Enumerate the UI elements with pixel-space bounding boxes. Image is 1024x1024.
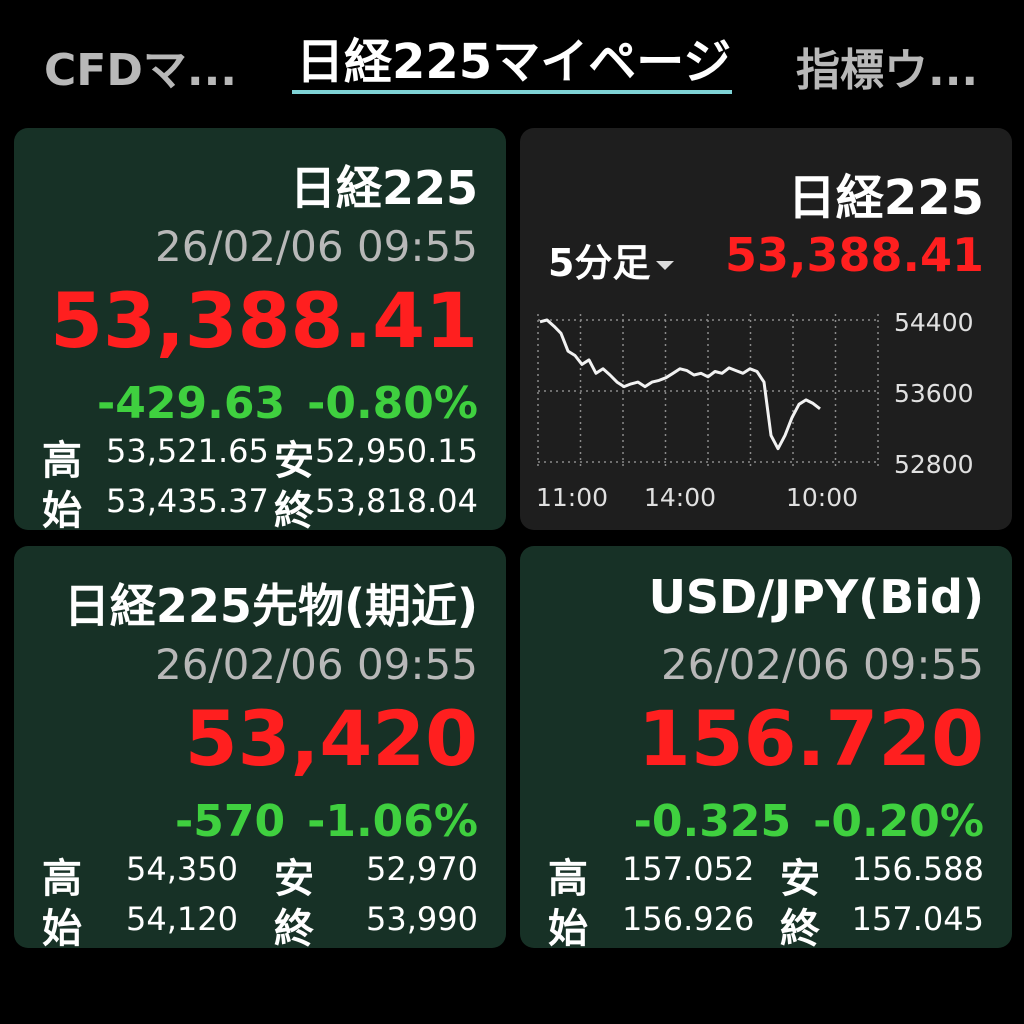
chevron-down-icon	[656, 261, 675, 270]
open-value: 156.926	[622, 900, 755, 938]
price-line-chart: 54400 53600 52800 11:00 14:00 10:00	[536, 308, 974, 512]
close-value: 53,818.04	[315, 482, 478, 520]
open-label: 始	[548, 906, 588, 948]
change-value: -570	[174, 796, 286, 840]
low-label: 安	[780, 856, 820, 902]
active-tab-indicator	[292, 90, 732, 94]
quote-price: 53,420	[184, 694, 478, 783]
x-tick-label: 14:00	[644, 483, 716, 512]
low-label: 安	[274, 438, 314, 484]
usdjpy-quote-card[interactable]: USD/JPY(Bid) 26/02/06 09:55 156.720 -0.3…	[520, 546, 1012, 948]
stats-row-open-close: 始 54,120 終 53,990	[42, 896, 478, 948]
stats-row-open-close: 始 53,435.37 終 53,818.04	[42, 478, 478, 530]
quote-price: 53,388.41	[50, 276, 478, 365]
close-value: 157.045	[851, 900, 984, 938]
quote-datetime: 26/02/06 09:55	[154, 222, 478, 271]
high-value: 54,350	[126, 850, 238, 888]
quote-change: -0.325 -0.20%	[612, 796, 984, 840]
nikkei225-quote-card[interactable]: 日経225 26/02/06 09:55 53,388.41 -429.63 -0…	[14, 128, 506, 530]
quote-change: -429.63 -0.80%	[75, 378, 478, 422]
stats-row-high-low: 高 54,350 安 52,970	[42, 844, 478, 902]
change-value: -0.325	[633, 796, 792, 840]
card-title: USD/JPY(Bid)	[648, 570, 984, 624]
chart-price: 53,388.41	[725, 228, 984, 282]
tab-cfd[interactable]: CFDマ...	[44, 45, 238, 96]
quote-change: -570 -1.06%	[153, 796, 478, 840]
card-title: 日経225	[787, 170, 984, 226]
low-value: 156.588	[851, 850, 984, 888]
open-label: 始	[42, 906, 82, 948]
change-value: -429.63	[97, 378, 286, 422]
price-series-line	[539, 318, 821, 451]
tab-nikkei225-mypage[interactable]: 日経225マイページ	[296, 34, 732, 90]
open-value: 54,120	[126, 900, 238, 938]
open-label: 始	[42, 488, 82, 530]
tab-bar: CFDマ... 日経225マイページ 指標ウ...	[0, 0, 1024, 110]
y-tick-label: 54400	[894, 308, 974, 337]
close-value: 53,990	[366, 900, 478, 938]
interval-selector[interactable]: 5分足	[548, 232, 675, 287]
change-percent: -0.80%	[307, 378, 478, 422]
quote-datetime: 26/02/06 09:55	[154, 640, 478, 689]
y-tick-label: 53600	[894, 379, 974, 408]
change-percent: -0.20%	[813, 796, 984, 840]
low-value: 52,970	[366, 850, 478, 888]
x-tick-label: 10:00	[786, 483, 858, 512]
high-label: 高	[42, 856, 82, 902]
change-percent: -1.06%	[307, 796, 478, 840]
stats-row-high-low: 高 157.052 安 156.588	[548, 844, 984, 902]
high-label: 高	[548, 856, 588, 902]
quote-stats: 高 53,521.65 安 52,950.15 始 53,435.37 終 53…	[42, 426, 478, 530]
close-label: 終	[274, 488, 314, 530]
y-tick-label: 52800	[894, 450, 974, 479]
nikkei225-chart-card[interactable]: 日経225 5分足 53,388.41 54400 53600 52800 11:00…	[520, 128, 1012, 530]
close-label: 終	[780, 906, 820, 948]
high-label: 高	[42, 438, 82, 484]
nikkei225-futures-card[interactable]: 日経225先物(期近) 26/02/06 09:55 53,420 -570 -1…	[14, 546, 506, 948]
card-title: 日経225	[289, 161, 478, 215]
quote-stats: 高 157.052 安 156.588 始 156.926 終 157.045	[548, 844, 984, 948]
low-label: 安	[274, 856, 314, 902]
low-value: 52,950.15	[315, 432, 478, 470]
card-title: 日経225先物(期近)	[63, 579, 478, 633]
open-value: 53,435.37	[106, 482, 269, 520]
tab-indicators[interactable]: 指標ウ...	[796, 45, 979, 96]
quote-stats: 高 54,350 安 52,970 始 54,120 終 53,990	[42, 844, 478, 948]
x-tick-label: 11:00	[536, 483, 608, 512]
stats-row-high-low: 高 53,521.65 安 52,950.15	[42, 426, 478, 484]
stats-row-open-close: 始 156.926 終 157.045	[548, 896, 984, 948]
interval-label: 5分足	[548, 241, 651, 285]
quote-datetime: 26/02/06 09:55	[660, 640, 984, 689]
high-value: 157.052	[622, 850, 755, 888]
quote-price: 156.720	[637, 694, 984, 783]
high-value: 53,521.65	[106, 432, 269, 470]
close-label: 終	[274, 906, 314, 948]
